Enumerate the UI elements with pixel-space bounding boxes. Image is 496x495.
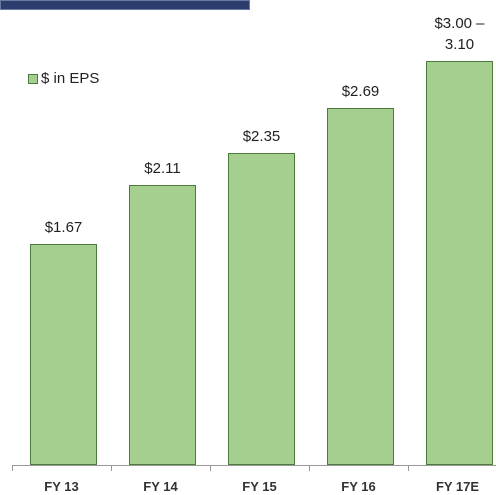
x-tick-label: FY 16 [341, 479, 376, 494]
x-tick-label: FY 13 [44, 479, 79, 494]
value-label: $3.00 – 3.10 [434, 14, 485, 53]
bar [30, 243, 97, 465]
legend-label: $ in EPS [41, 70, 100, 87]
x-tick [12, 465, 13, 471]
legend-swatch [28, 73, 38, 84]
x-tick-label: FY 17E [435, 479, 480, 494]
x-tick [309, 465, 310, 471]
x-tick [111, 465, 112, 471]
value-label: $2.35 [242, 128, 281, 146]
legend: $ in EPS [28, 70, 99, 87]
bar [426, 60, 493, 465]
x-tick-label: FY 15 [242, 479, 277, 494]
x-tick [210, 465, 211, 471]
header-band [0, 0, 250, 10]
value-label: $2.69 [341, 83, 380, 101]
bar [228, 153, 295, 465]
bar [327, 108, 394, 465]
x-tick-label: FY 14 [143, 479, 178, 494]
x-tick [408, 465, 409, 471]
value-label: $2.11 [144, 160, 181, 178]
value-label: $1.67 [44, 218, 83, 236]
bar [129, 185, 196, 465]
x-axis [12, 465, 496, 466]
